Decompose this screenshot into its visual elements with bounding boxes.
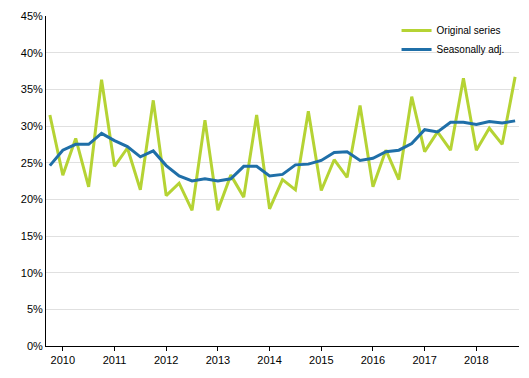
svg-text:2011: 2011	[103, 354, 127, 366]
svg-text:Original series: Original series	[437, 25, 501, 36]
svg-text:20%: 20%	[21, 193, 43, 205]
svg-text:2014: 2014	[257, 354, 281, 366]
svg-text:25%: 25%	[21, 157, 43, 169]
svg-text:35%: 35%	[21, 83, 43, 95]
svg-text:30%: 30%	[21, 120, 43, 132]
svg-text:15%: 15%	[21, 230, 43, 242]
svg-text:2010: 2010	[51, 354, 75, 366]
svg-text:2016: 2016	[361, 354, 385, 366]
svg-text:40%: 40%	[21, 47, 43, 59]
svg-text:5%: 5%	[27, 303, 43, 315]
svg-text:2012: 2012	[154, 354, 178, 366]
svg-text:2017: 2017	[412, 354, 436, 366]
svg-text:45%: 45%	[21, 10, 43, 22]
svg-text:0%: 0%	[27, 340, 43, 352]
svg-text:Seasonally adj.: Seasonally adj.	[437, 44, 505, 55]
svg-text:2013: 2013	[206, 354, 230, 366]
svg-text:2018: 2018	[464, 354, 488, 366]
svg-text:2015: 2015	[309, 354, 333, 366]
svg-text:10%: 10%	[21, 267, 43, 279]
